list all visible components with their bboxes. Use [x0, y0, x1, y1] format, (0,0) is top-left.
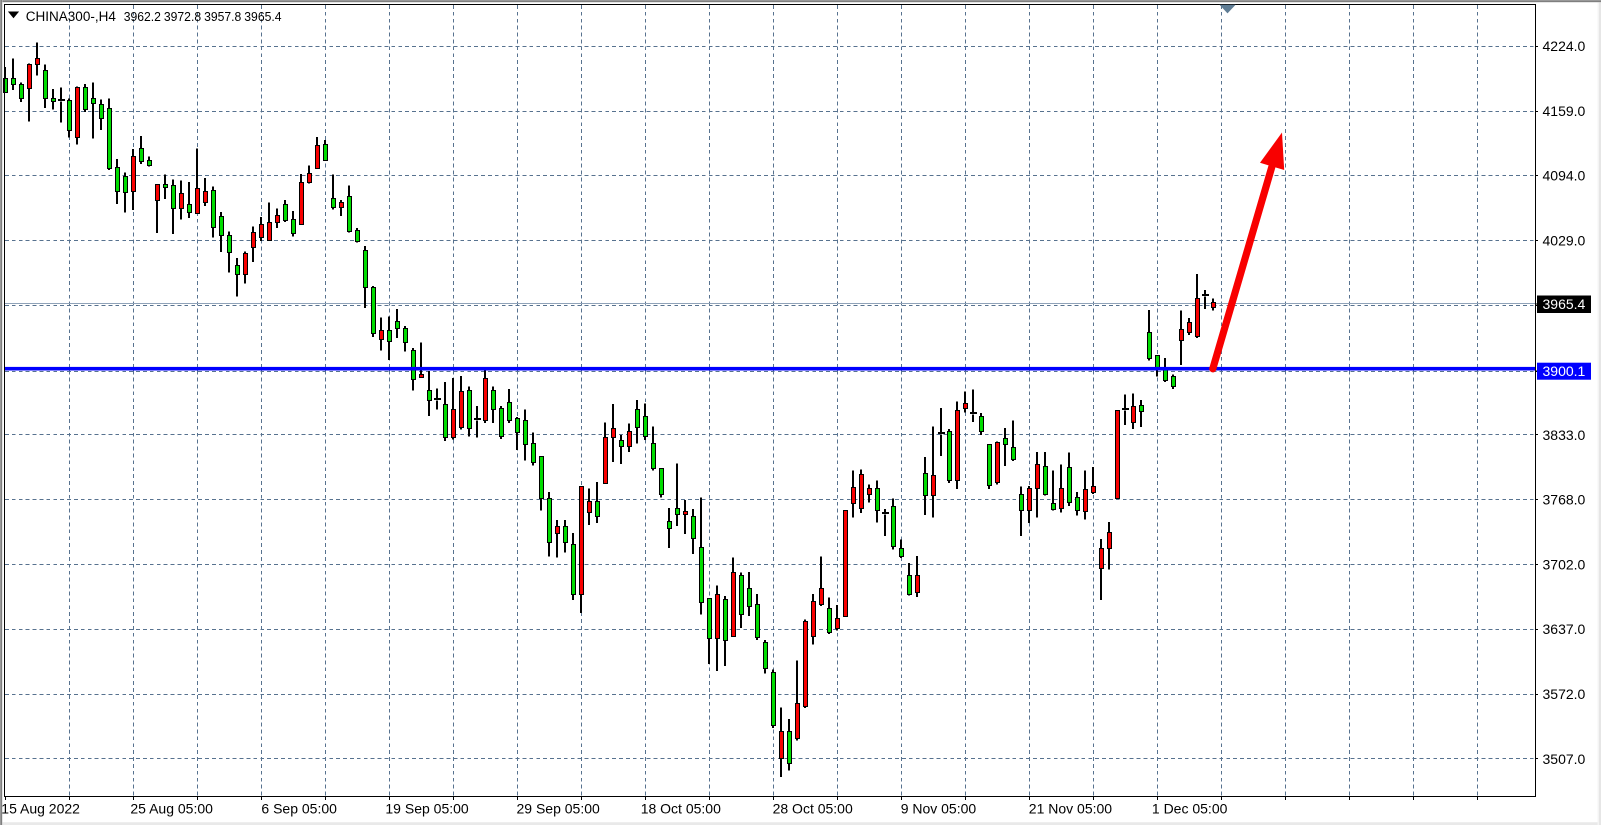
svg-text:1 Dec 05:00: 1 Dec 05:00	[1152, 801, 1228, 817]
svg-text:4029.0: 4029.0	[1543, 232, 1586, 248]
svg-text:3637.0: 3637.0	[1543, 621, 1586, 637]
svg-text:3702.0: 3702.0	[1543, 556, 1586, 572]
svg-text:15 Aug 2022: 15 Aug 2022	[1, 801, 80, 817]
svg-text:3572.0: 3572.0	[1543, 686, 1586, 702]
svg-text:CHINA300-,H4: CHINA300-,H4	[26, 9, 117, 24]
svg-text:4159.0: 4159.0	[1543, 103, 1586, 119]
svg-text:3962.2: 3962.2	[124, 9, 161, 24]
svg-text:25 Aug 05:00: 25 Aug 05:00	[130, 801, 213, 817]
svg-text:4094.0: 4094.0	[1543, 168, 1586, 184]
svg-text:3507.0: 3507.0	[1543, 751, 1586, 767]
svg-text:28 Oct 05:00: 28 Oct 05:00	[773, 801, 853, 817]
svg-text:3965.4: 3965.4	[1543, 296, 1586, 312]
svg-text:3957.8: 3957.8	[204, 9, 241, 24]
svg-text:3965.4: 3965.4	[244, 9, 281, 24]
svg-text:18 Oct 05:00: 18 Oct 05:00	[641, 801, 721, 817]
svg-text:3833.0: 3833.0	[1543, 427, 1586, 443]
svg-text:29 Sep 05:00: 29 Sep 05:00	[517, 801, 601, 817]
svg-text:21 Nov 05:00: 21 Nov 05:00	[1029, 801, 1112, 817]
svg-text:4224.0: 4224.0	[1543, 38, 1586, 54]
svg-text:3972.8: 3972.8	[164, 9, 201, 24]
svg-text:9 Nov 05:00: 9 Nov 05:00	[901, 801, 977, 817]
svg-text:3900.1: 3900.1	[1543, 363, 1586, 379]
svg-text:19 Sep 05:00: 19 Sep 05:00	[385, 801, 469, 817]
svg-text:3768.0: 3768.0	[1543, 492, 1586, 508]
svg-text:6 Sep 05:00: 6 Sep 05:00	[261, 801, 337, 817]
